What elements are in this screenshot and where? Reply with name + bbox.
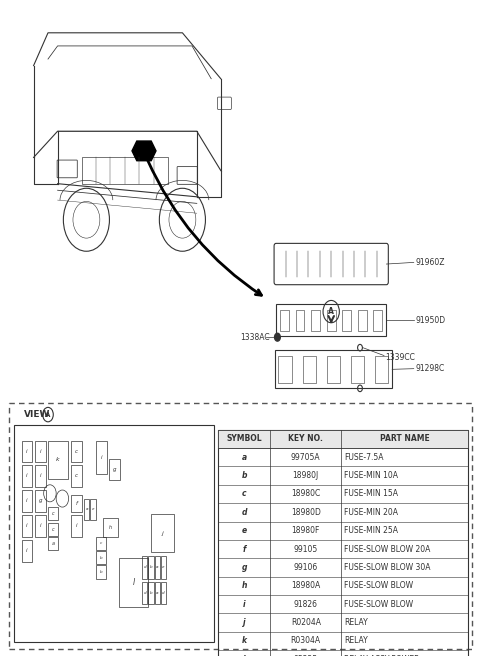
- Text: FUSE-7.5A: FUSE-7.5A: [344, 453, 384, 462]
- Text: FUSE-MIN 15A: FUSE-MIN 15A: [344, 489, 398, 499]
- Text: SYMBOL: SYMBOL: [227, 434, 262, 443]
- Text: RELAY: RELAY: [344, 618, 368, 627]
- Circle shape: [275, 333, 280, 341]
- Text: FUSE-SLOW BLOW: FUSE-SLOW BLOW: [344, 600, 413, 609]
- Text: d: d: [162, 590, 165, 595]
- Text: b: b: [150, 565, 152, 569]
- Text: FUSE-MIN 20A: FUSE-MIN 20A: [344, 508, 398, 517]
- Text: i: i: [75, 523, 77, 528]
- Text: l: l: [132, 578, 134, 586]
- Text: FUSE-SLOW BLOW 30A: FUSE-SLOW BLOW 30A: [344, 563, 431, 572]
- Text: R0204A: R0204A: [291, 618, 321, 627]
- Text: h: h: [241, 581, 247, 590]
- Text: f: f: [75, 501, 77, 506]
- Text: e: e: [242, 526, 247, 535]
- Text: i: i: [26, 499, 28, 503]
- Text: 99105: 99105: [294, 544, 318, 554]
- Text: b: b: [241, 471, 247, 480]
- Text: 91960Z: 91960Z: [415, 258, 444, 267]
- Text: k: k: [242, 636, 247, 646]
- Text: 91826: 91826: [294, 600, 318, 609]
- Text: b: b: [150, 590, 152, 595]
- Text: c: c: [100, 541, 102, 545]
- Text: 18980A: 18980A: [291, 581, 320, 590]
- Text: i: i: [100, 455, 102, 460]
- Text: R0304A: R0304A: [291, 636, 321, 646]
- Text: c: c: [51, 527, 54, 532]
- Text: 1338AC: 1338AC: [240, 333, 270, 342]
- Text: f: f: [242, 544, 246, 554]
- Text: a: a: [156, 590, 158, 595]
- Text: 91950D: 91950D: [415, 316, 445, 325]
- Text: 1339CC: 1339CC: [385, 353, 415, 362]
- Text: i: i: [39, 474, 41, 478]
- Text: i: i: [26, 449, 28, 454]
- Text: FUSE-MIN 25A: FUSE-MIN 25A: [344, 526, 398, 535]
- Text: RELAY: RELAY: [344, 636, 368, 646]
- Text: i: i: [26, 474, 28, 478]
- Text: A: A: [45, 411, 51, 418]
- Text: d: d: [144, 590, 146, 595]
- Text: i: i: [39, 449, 41, 454]
- Text: FUSE-SLOW BLOW: FUSE-SLOW BLOW: [344, 581, 413, 590]
- Text: l: l: [243, 655, 246, 656]
- Text: i: i: [243, 600, 246, 609]
- Text: c: c: [75, 474, 78, 478]
- Text: d: d: [144, 565, 146, 569]
- Text: c: c: [51, 511, 54, 516]
- Text: FUSE-MIN 10A: FUSE-MIN 10A: [344, 471, 398, 480]
- Text: 95225: 95225: [294, 655, 318, 656]
- Text: k: k: [56, 457, 60, 462]
- Text: 91298C: 91298C: [415, 364, 444, 373]
- Text: g: g: [241, 563, 247, 572]
- Text: i: i: [26, 548, 28, 553]
- Text: g: g: [113, 467, 117, 472]
- Text: 18980J: 18980J: [293, 471, 319, 480]
- Text: b: b: [99, 570, 102, 574]
- FancyBboxPatch shape: [218, 430, 468, 448]
- Text: c: c: [242, 489, 247, 499]
- Polygon shape: [132, 141, 156, 161]
- Text: 99106: 99106: [294, 563, 318, 572]
- Text: i: i: [26, 523, 28, 528]
- Text: 18980F: 18980F: [291, 526, 320, 535]
- Text: b: b: [99, 556, 102, 560]
- Text: FUSE-SLOW BLOW 20A: FUSE-SLOW BLOW 20A: [344, 544, 431, 554]
- Text: VIEW: VIEW: [24, 410, 50, 419]
- Text: c: c: [75, 449, 78, 454]
- Text: RELAY ASSY-POWER: RELAY ASSY-POWER: [344, 655, 420, 656]
- Text: e: e: [92, 507, 94, 512]
- Text: e: e: [162, 565, 165, 569]
- Text: a: a: [51, 541, 54, 546]
- Text: g: g: [38, 499, 42, 503]
- Text: 99705A: 99705A: [291, 453, 321, 462]
- Text: a: a: [85, 507, 88, 512]
- Text: h: h: [109, 525, 112, 530]
- Text: PART NAME: PART NAME: [380, 434, 430, 443]
- Text: a: a: [156, 565, 158, 569]
- Text: a: a: [242, 453, 247, 462]
- Text: j: j: [162, 531, 164, 536]
- Text: 18980D: 18980D: [291, 508, 321, 517]
- Text: KEY NO.: KEY NO.: [288, 434, 323, 443]
- Text: d: d: [241, 508, 247, 517]
- Text: i: i: [39, 523, 41, 528]
- Text: j: j: [243, 618, 246, 627]
- Text: A: A: [328, 307, 334, 316]
- Text: 18980C: 18980C: [291, 489, 320, 499]
